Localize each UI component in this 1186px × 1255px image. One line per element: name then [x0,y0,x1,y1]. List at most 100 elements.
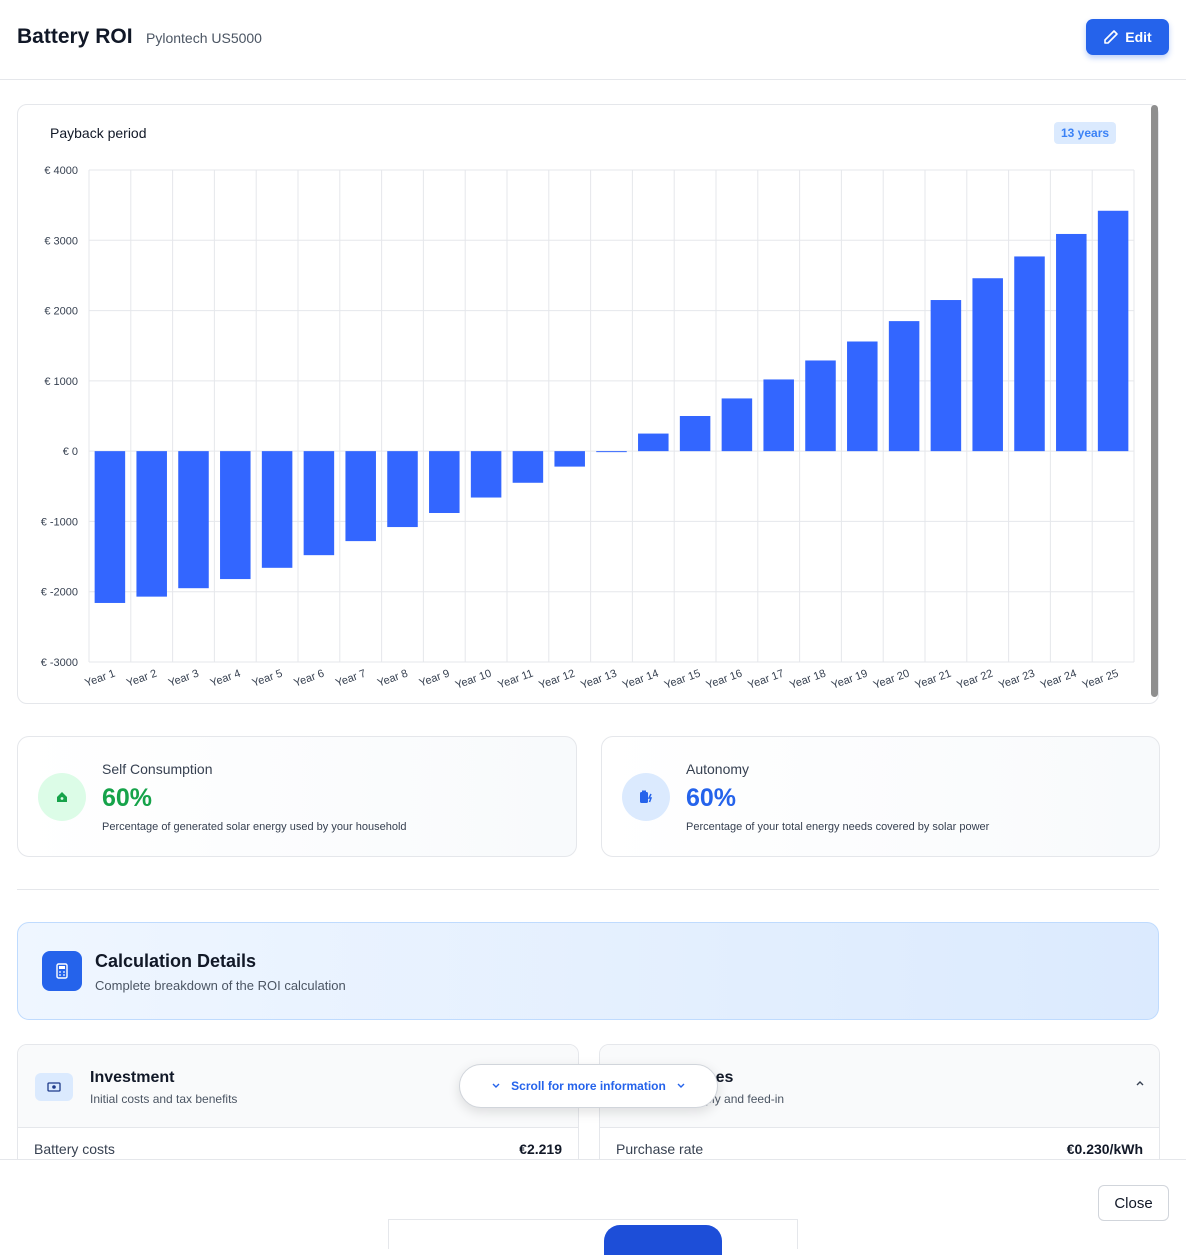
bar [930,300,962,452]
x-tick-label: Year 23 [997,668,1036,692]
x-tick-label: Year 14 [621,668,660,692]
x-tick-label: Year 17 [746,668,785,692]
calculation-subtitle: Complete breakdown of the ROI calculatio… [95,978,346,993]
x-tick-label: Year 25 [1081,668,1120,692]
battery-costs-label: Battery costs [34,1141,115,1157]
autonomy-card: Autonomy 60% Percentage of your total en… [601,736,1160,857]
y-tick-label: € -3000 [41,657,78,669]
modal-content[interactable]: Payback period 13 years € 4000 € 3000 € 20… [0,0,1186,1159]
x-tick-label: Year 21 [914,668,953,692]
x-tick-label: Year 12 [537,668,576,692]
self-consumption-desc: Percentage of generated solar energy use… [102,821,407,833]
bar [888,321,920,452]
autonomy-desc: Percentage of your total energy needs co… [686,821,990,833]
section-divider [17,889,1159,890]
bar [805,360,836,452]
bar [345,451,376,542]
chart-title: Payback period [50,125,147,141]
x-tick-label: Year 1 [83,668,117,690]
payback-bar-chart: € 4000 € 3000 € 2000 € 1000 € 0 € -1000 € -200… [41,165,1135,692]
x-tick-label: Year 20 [872,668,911,692]
y-tick-label: € 1000 [44,376,78,388]
bar [512,451,544,483]
background-panel [388,1219,798,1249]
page-title: Battery ROI [17,25,133,48]
bar [136,451,167,597]
bar [972,278,1003,452]
modal-footer: Close [0,1159,1186,1255]
x-tick-label: Year 9 [418,668,452,690]
bar [1056,233,1087,452]
investment-title: Investment [90,1069,175,1086]
edit-button[interactable]: Edit [1086,19,1169,55]
x-tick-label: Year 13 [579,668,618,692]
bar [220,451,251,580]
self-consumption-value: 60% [102,784,153,812]
page-subtitle: Pylontech US5000 [146,30,262,46]
y-tick-label: € 2000 [44,306,78,318]
y-tick-label: € -2000 [41,587,78,599]
y-tick-label: € 3000 [44,235,78,247]
scroll-hint-label: Scroll for more information [511,1079,666,1093]
y-tick-label: € 0 [63,446,78,458]
payback-badge: 13 years [1054,122,1117,144]
x-tick-label: Year 7 [334,668,368,690]
bar [470,451,502,498]
edit-button-label: Edit [1125,29,1152,45]
x-tick-label: Year 2 [125,668,159,690]
calculation-details-header: Calculation Details Complete breakdown o… [17,922,1159,1020]
scrollbar[interactable] [1151,105,1158,697]
scroll-hint-button[interactable]: Scroll for more information [459,1064,718,1108]
background-button [604,1225,722,1255]
x-tick-label: Year 5 [251,668,285,690]
calculation-title: Calculation Details [95,951,257,971]
bar [429,451,460,513]
bar [1097,210,1129,452]
bar [596,451,627,453]
money-icon [35,1073,73,1101]
bar [721,398,753,452]
x-tick-label: Year 11 [496,668,535,692]
bar [1014,256,1045,452]
x-tick-label: Year 4 [209,668,243,690]
bar [763,379,794,452]
y-tick-label: € -1000 [41,516,78,528]
autonomy-value: 60% [686,784,737,812]
payback-chart-card: Payback period 13 years € 4000 € 3000 € 20… [17,104,1159,704]
chevron-down-icon [492,1083,500,1088]
x-tick-label: Year 24 [1039,668,1078,692]
self-consumption-card: Self Consumption 60% Percentage of gener… [17,736,577,857]
bar [261,451,293,568]
x-tick-label: Year 8 [376,668,410,690]
y-tick-label: € 4000 [44,165,78,177]
close-button[interactable]: Close [1098,1185,1169,1221]
purchase-rate-value: €0.230/kWh [1066,1141,1143,1157]
x-tick-label: Year 6 [292,668,326,690]
calculator-icon [42,951,82,991]
autonomy-label: Autonomy [686,761,750,777]
chevron-up-icon[interactable] [1135,1079,1145,1087]
bar [679,416,711,452]
bar [178,451,209,589]
chevron-down-icon [677,1083,685,1088]
bar [94,451,126,603]
bar [847,341,878,452]
x-tick-label: Year 3 [167,668,201,690]
bar [387,451,418,528]
battery-costs-value: €2.219 [519,1141,562,1157]
purchase-rate-label: Purchase rate [616,1141,704,1157]
x-tick-label: Year 10 [454,668,493,692]
battery-charging-icon [622,773,670,821]
x-tick-label: Year 22 [955,668,994,692]
header: Battery ROI Pylontech US5000 Edit [0,0,1186,80]
x-tick-label: Year 15 [663,668,702,692]
x-tick-label: Year 18 [788,668,827,692]
x-tick-label: Year 19 [830,668,869,692]
self-consumption-label: Self Consumption [102,761,213,777]
bar [638,433,669,452]
investment-subtitle: Initial costs and tax benefits [90,1092,238,1106]
home-icon [38,773,86,821]
x-tick-label: Year 16 [705,668,744,692]
pencil-icon [1104,30,1119,44]
bar [303,451,335,556]
